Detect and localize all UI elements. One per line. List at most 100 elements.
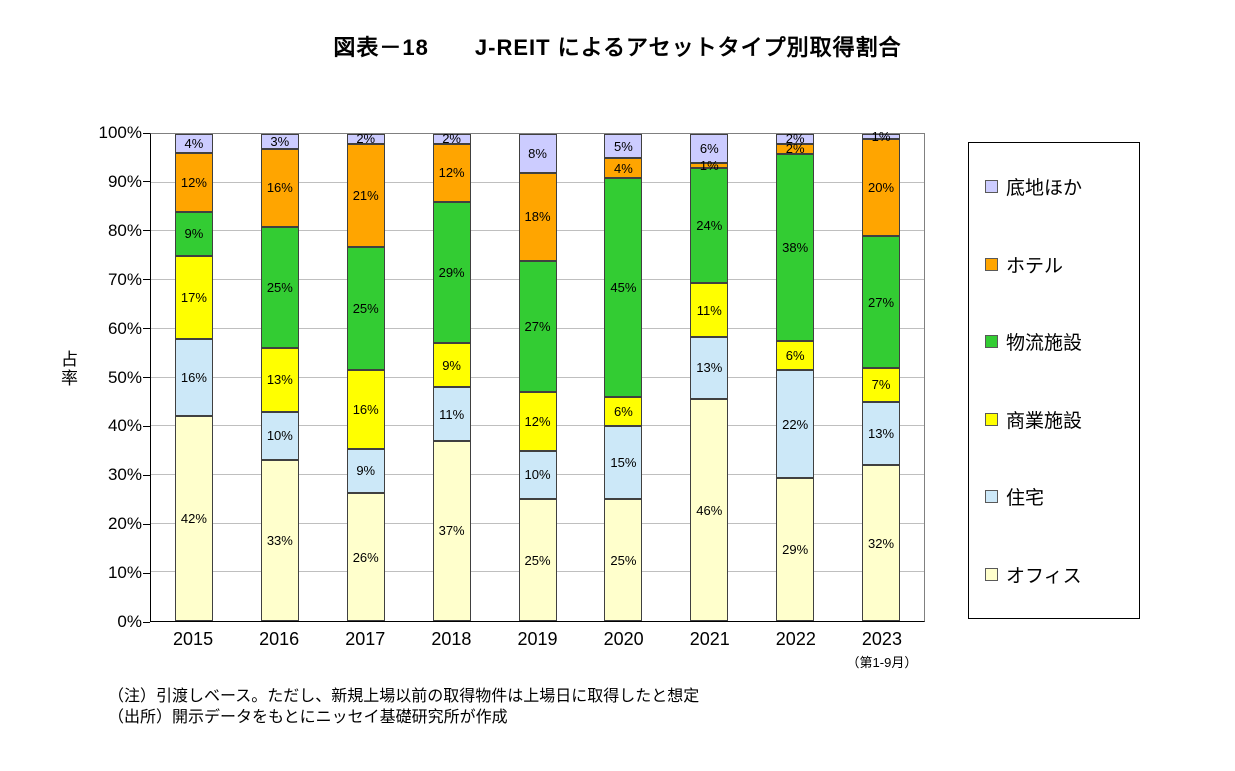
data-label: 27% (868, 294, 895, 310)
segment-住宅: 10% (518, 450, 557, 500)
legend-swatch (985, 335, 998, 349)
legend-item-オフィス: オフィス (985, 561, 1135, 588)
segment-底地ほか: 1% (862, 130, 901, 143)
x-tick-label: 2019 (517, 629, 558, 649)
segment-商業施設: 9% (432, 343, 471, 388)
y-tick-mark (143, 377, 150, 378)
segment-商業施設: 6% (604, 396, 643, 427)
data-label: 6% (613, 404, 633, 420)
data-label: 1% (871, 128, 891, 144)
legend-label: ホテル (1006, 255, 1064, 277)
legend-label: オフィス (1006, 565, 1082, 587)
x-tick: 2020 (581, 629, 667, 671)
data-label: 2% (356, 131, 376, 147)
segment-住宅: 10% (260, 411, 299, 461)
y-tick-label: 10% (107, 563, 142, 583)
segment-オフィス: 37% (432, 440, 471, 621)
y-tick-mark (143, 523, 150, 525)
data-label: 29% (782, 542, 809, 558)
y-tick-label: 80% (107, 220, 142, 240)
notes: （注）引渡しベース。ただし、新規上場以前の取得物件は上場日に取得したと想定 （出… (108, 686, 699, 728)
data-label: 21% (352, 188, 379, 203)
segment-住宅: 15% (604, 426, 643, 500)
bar-2015: 42% 16% 17% 9% 12% 4% (174, 134, 213, 621)
y-tick-label: 0% (117, 612, 142, 631)
legend-swatch (985, 490, 998, 504)
segment-物流施設: 25% (260, 226, 299, 349)
data-label: 27% (524, 318, 551, 334)
segment-オフィス: 33% (260, 460, 299, 621)
legend-swatch (985, 567, 998, 581)
data-label: 6% (785, 347, 805, 363)
segment-住宅: 13% (690, 336, 729, 400)
data-label: 16% (180, 370, 207, 386)
data-label: 2% (442, 131, 461, 147)
bar-slot-2015: 42% 16% 17% 9% 12% 4% (151, 134, 237, 621)
data-label: 24% (696, 218, 723, 234)
bar-2016: 33% 10% 13% 25% 16% 3% (260, 134, 299, 621)
segment-ホテル: 21% (346, 143, 385, 248)
x-tick-note: （第1-9月） (846, 655, 918, 670)
y-tick-label: 30% (107, 465, 142, 485)
segment-商業施設: 7% (862, 367, 901, 402)
segment-物流施設: 24% (690, 167, 729, 284)
segment-底地ほか: 6% (690, 134, 729, 163)
data-label: 16% (266, 180, 293, 196)
x-tick-label: 2018 (431, 629, 472, 649)
x-tick: 2023 （第1-9月） (839, 629, 925, 671)
data-label: 25% (524, 552, 551, 568)
bar-2018: 37% 11% 9% 29% 12% 2% (432, 131, 471, 621)
legend-label: 物流施設 (1006, 333, 1083, 355)
segment-底地ほか: 2% (432, 131, 471, 147)
segment-オフィス: 42% (174, 416, 213, 621)
bar-slot-2016: 33% 10% 13% 25% 16% 3% (237, 134, 323, 621)
bar-2022: 29% 22% 6% 38% 2% 2% (776, 132, 815, 621)
data-label: 22% (782, 416, 809, 432)
y-axis-ticks (143, 132, 150, 623)
data-label: 12% (180, 175, 207, 191)
segment-住宅: 13% (862, 401, 901, 466)
segment-底地ほか: 2% (346, 131, 385, 147)
bar-slot-2023: 32% 13% 7% 27% 20% 1% (838, 130, 924, 621)
y-tick-mark (143, 328, 150, 330)
segment-ホテル: 12% (432, 143, 471, 203)
bar-2023: 32% 13% 7% 27% 20% 1% (862, 130, 901, 621)
note-line-2: （出所）開示データをもとにニッセイ基礎研究所が作成 (108, 709, 508, 726)
bar-slot-2021: 46% 13% 11% 24% 1% 6% (666, 134, 752, 621)
data-label: 29% (438, 265, 465, 281)
legend-item-底地ほか: 底地ほか (985, 173, 1135, 200)
x-tick-label: 2015 (173, 629, 214, 649)
data-label: 11% (439, 406, 465, 422)
segment-オフィス: 46% (690, 399, 729, 621)
segment-底地ほか: 3% (260, 134, 299, 149)
segment-オフィス: 25% (604, 499, 643, 621)
plot-area: 42% 16% 17% 9% 12% 4% 33% 10% 13% 25% 16% 3% 26% 9% 16… (150, 130, 925, 622)
y-tick-mark (143, 425, 150, 427)
data-label: 12% (438, 165, 465, 181)
segment-商業施設: 17% (174, 255, 213, 339)
data-label: 46% (696, 502, 723, 518)
segment-物流施設: 45% (604, 177, 643, 397)
data-label: 10% (266, 428, 293, 444)
data-label: 42% (180, 511, 207, 527)
segment-オフィス: 29% (776, 478, 815, 621)
x-tick: 2018 (408, 629, 494, 671)
y-tick-label: 90% (107, 171, 142, 191)
y-tick-label: 20% (107, 514, 142, 534)
bar-slot-2020: 25% 15% 6% 45% 4% 5% (580, 134, 666, 621)
legend-swatch (985, 180, 998, 193)
data-label: 25% (352, 301, 379, 317)
data-label: 15% (610, 455, 637, 471)
data-label: 1% (699, 157, 719, 173)
segment-住宅: 22% (776, 370, 815, 479)
x-tick-label: 2016 (259, 629, 300, 649)
legend: 底地ほか ホテル 物流施設 商業施設 住宅 オフィス (968, 142, 1140, 619)
bar-2021: 46% 13% 11% 24% 1% 6% (690, 134, 729, 621)
data-label: 16% (352, 401, 379, 417)
legend-label: 商業施設 (1006, 410, 1083, 432)
segment-物流施設: 27% (862, 236, 901, 368)
data-label: 18% (524, 209, 551, 225)
segment-ホテル: 12% (174, 153, 213, 212)
x-tick-label: 2020 (603, 629, 644, 649)
